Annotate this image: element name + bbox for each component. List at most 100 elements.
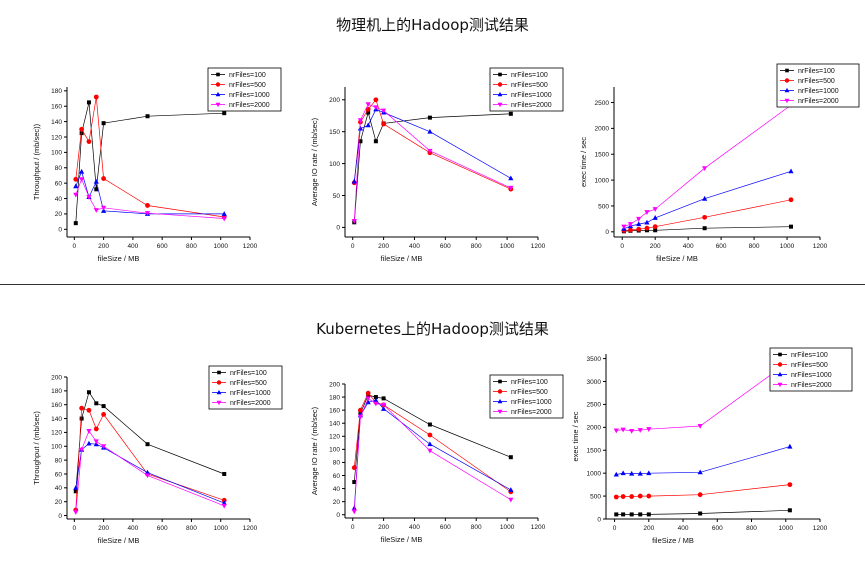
legend-label: nrFiles=100 [229,72,266,79]
x-tick-label: 600 [440,524,451,531]
legend-marker [497,409,503,415]
x-tick-label: 1000 [500,243,515,250]
physical-throughput-chart: 0 200 400 600 800 1000 1200 0 20 40 60 80 100 120 140 1… [32,67,282,263]
data-point-nrfiles-100 [646,512,651,517]
x-axis-label: fileSize / MB [381,535,423,544]
data-point-nrfiles-1000 [788,168,794,174]
data-point-nrfiles-2000 [621,224,627,230]
y-tick-label: 160 [51,104,62,111]
data-point-nrfiles-100 [358,139,363,144]
data-point-nrfiles-100 [614,512,619,517]
data-point-nrfiles-100 [638,512,643,517]
y-tick-label: 1500 [595,152,610,159]
data-point-nrfiles-500 [787,482,793,488]
legend-label: nrFiles=1000 [511,399,552,406]
y-tick-label: 500 [590,493,601,500]
y-tick-label: 500 [598,203,609,210]
x-tick-label: 0 [351,243,355,250]
data-point-nrfiles-500 [93,426,99,432]
x-tick-label: 800 [471,243,482,250]
data-point-nrfiles-500 [613,494,619,500]
data-point-nrfiles-500 [636,226,642,232]
legend-label: nrFiles=500 [230,380,267,387]
data-point-nrfiles-2000 [652,207,658,212]
y-tick-label: 20 [55,211,63,218]
data-point-nrfiles-2000 [144,211,151,216]
y-tick-label: 20 [333,499,341,506]
x-tick-label: 800 [186,525,197,532]
legend-box [776,63,860,108]
legend-marker [777,382,783,388]
data-point-nrfiles-100 [86,100,91,105]
y-tick-label: 160 [51,402,62,409]
data-point-nrfiles-2000 [101,205,107,211]
data-point-nrfiles-2000 [629,429,635,434]
legend-label: nrFiles=2000 [229,102,270,109]
data-point-nrfiles-100 [373,139,378,144]
data-point-nrfiles-100 [366,110,371,115]
series-line-nrfiles-500 [623,199,792,231]
legend-label: nrFiles=2000 [511,102,552,109]
y-tick-label: 140 [51,416,62,423]
data-point-nrfiles-1000 [381,406,387,411]
x-tick-label: 600 [716,243,727,250]
data-point-nrfiles-500 [86,139,92,145]
y-tick-label: 80 [55,165,63,172]
x-tick-label: 1000 [780,243,795,250]
data-point-nrfiles-500 [351,465,357,471]
legend-label: nrFiles=500 [229,82,266,89]
data-point-nrfiles-500 [365,106,371,112]
data-point-nrfiles-500 [620,494,626,499]
x-axis-label: fileSize / MB [381,254,423,263]
data-point-nrfiles-100 [621,512,626,517]
y-axis-label: Throughput / (mb/sec)) [32,123,41,200]
data-point-nrfiles-2000 [381,108,387,114]
data-point-nrfiles-1000 [221,211,227,216]
y-tick-label: 2000 [595,126,610,133]
data-point-nrfiles-100 [222,111,227,116]
y-tick-label: 0 [58,227,62,234]
legend-marker [777,371,783,377]
data-point-nrfiles-1000 [637,470,643,476]
legend-marker [216,389,222,395]
series-line-nrfiles-100 [353,111,511,223]
y-tick-label: 2500 [587,402,602,409]
data-point-nrfiles-2000 [365,102,371,108]
y-tick-label: 100 [51,150,62,157]
legend-label: nrFiles=500 [798,78,835,85]
y-axis-label: Average IO rate / (mb/sec) [310,406,319,495]
data-point-nrfiles-100 [427,422,432,427]
series-line-nrfiles-1000 [75,170,225,215]
data-point-nrfiles-500 [427,432,433,438]
x-tick-label: 600 [157,243,168,250]
data-point-nrfiles-2000 [644,210,650,215]
x-tick-label: 0 [73,243,77,250]
data-point-nrfiles-500 [697,492,703,498]
data-point-nrfiles-500 [93,94,99,100]
legend-label: nrFiles=1000 [791,372,832,379]
section-divider [0,284,865,285]
legend-label: nrFiles=100 [791,352,828,359]
data-point-nrfiles-500 [358,407,363,413]
data-point-nrfiles-1000 [620,470,626,476]
x-tick-label: 1000 [213,525,228,532]
data-point-nrfiles-1000 [427,441,433,447]
series-line-nrfiles-500 [353,99,511,190]
data-point-nrfiles-100 [94,401,99,406]
data-point-nrfiles-500 [101,176,106,181]
legend-label: nrFiles=2000 [230,400,271,407]
y-tick-label: 60 [55,180,63,187]
data-point-nrfiles-2000 [73,192,79,198]
data-point-nrfiles-1000 [93,178,99,184]
legend-box [207,67,282,112]
series-line-nrfiles-500 [75,407,225,511]
y-axis-label: Throughput / (mb/sec) [32,411,41,485]
section-title-kubernetes: Kubernetes上的Hadoop测试结果 [316,320,549,338]
data-point-nrfiles-1000 [508,175,514,181]
y-tick-label: 0 [58,513,62,520]
series-line-nrfiles-2000 [353,397,511,512]
data-point-nrfiles-2000 [79,177,85,183]
data-point-nrfiles-2000 [86,429,92,434]
y-axis-label: Average IO rate / (mb/sec) [310,117,319,206]
y-tick-label: 80 [55,457,63,464]
